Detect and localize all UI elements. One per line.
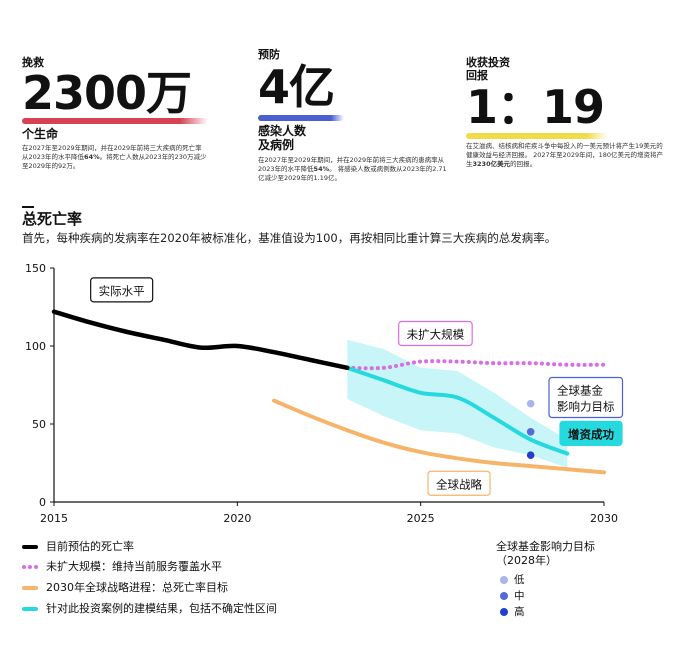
stat-value: 1：19	[466, 80, 605, 134]
annotation-box	[559, 420, 623, 446]
legend-dot	[500, 592, 508, 600]
stat-description: 在艾滋病、结核病和疟疾斗争中每投入的一美元预计将产生19美元的健康效益与经济回报…	[466, 142, 664, 168]
y-tick-label: 100	[25, 340, 46, 353]
y-tick-label: 0	[39, 496, 46, 509]
annotation-box	[90, 277, 154, 303]
legend-label: 未扩大规模：维持当前服务覆盖水平	[46, 560, 222, 573]
target-point-高	[526, 451, 535, 460]
stat-description: 在2027年至2029年期间，并在2029年前将三大疾病的死亡率从2023年的水…	[22, 144, 207, 170]
section-subtitle: 首先，每种疾病的发病率在2020年被标准化，基准值设为100，再按相同比重计算三…	[22, 231, 557, 245]
target-point-中	[526, 428, 535, 436]
section-divider	[22, 206, 34, 208]
legend-swatch	[22, 565, 38, 569]
uncertainty-band	[347, 339, 568, 468]
annotation-box	[427, 470, 491, 496]
legend-item-low: 低	[496, 572, 595, 588]
x-tick-label: 2025	[407, 512, 435, 525]
legend-label: 针对此投资案例的建模结果，包括不确定性区间	[46, 602, 277, 615]
stat-label: 预防	[258, 48, 280, 61]
legend-label: 中	[514, 590, 525, 602]
series-line-no-scaleup	[345, 359, 606, 371]
series-line-current	[51, 309, 350, 371]
annotation-label: 全球基金	[557, 383, 603, 397]
annotation-box	[548, 376, 624, 419]
legend-swatch	[22, 545, 38, 549]
x-tick-label: 2020	[223, 512, 251, 525]
legend-dot	[500, 608, 508, 616]
stat-value: 4亿	[258, 60, 335, 114]
impact-target-legend: 全球基金影响力目标 （2028年） 低 中 高	[496, 540, 595, 620]
legend-item-medium: 中	[496, 588, 595, 604]
legend-dot	[500, 576, 508, 584]
stat-unit: 个生命	[22, 127, 59, 141]
stat-bar	[258, 115, 344, 121]
section-title: 总死亡率	[22, 210, 83, 228]
target-point-低	[526, 399, 535, 408]
legend-swatch	[22, 607, 38, 611]
stat-bar	[22, 118, 208, 124]
y-tick-label: 50	[32, 418, 46, 431]
legend-item-high: 高	[496, 604, 595, 620]
annotation-label: 未扩大规模	[407, 328, 465, 342]
legend-label: 低	[514, 574, 525, 586]
annotation-label: 全球战略	[436, 477, 482, 491]
annotation-label: 影响力目标	[557, 399, 615, 413]
legend-label: 目前预估的死亡率	[46, 540, 134, 553]
series-line-global-strategy	[272, 398, 606, 475]
annotation-box	[398, 320, 473, 347]
annotation-label: 增资成功	[568, 427, 614, 441]
stat-bar	[466, 133, 608, 139]
legend-label: 2030年全球战略进程：总死亡率目标	[46, 581, 228, 594]
y-tick-label: 150	[25, 262, 46, 275]
stat-label: 挽救	[22, 56, 44, 69]
stat-label: 收获投资 回报	[466, 56, 510, 82]
annotation-label: 实际水平	[99, 284, 145, 298]
impact-target-legend-title: 全球基金影响力目标 （2028年）	[496, 540, 595, 567]
legend-swatch	[22, 586, 38, 590]
stat-unit: 感染人数 及病例	[258, 124, 307, 152]
x-tick-label: 2030	[590, 512, 618, 525]
stat-description: 在2027年至2029年期间，并在2029年前将三大疾病的患病率从2023年的水…	[258, 156, 447, 182]
x-tick-label: 2015	[40, 512, 68, 525]
legend-label: 高	[514, 606, 525, 618]
stat-value: 2300万	[22, 66, 192, 120]
series-line-investment-case	[345, 365, 570, 456]
